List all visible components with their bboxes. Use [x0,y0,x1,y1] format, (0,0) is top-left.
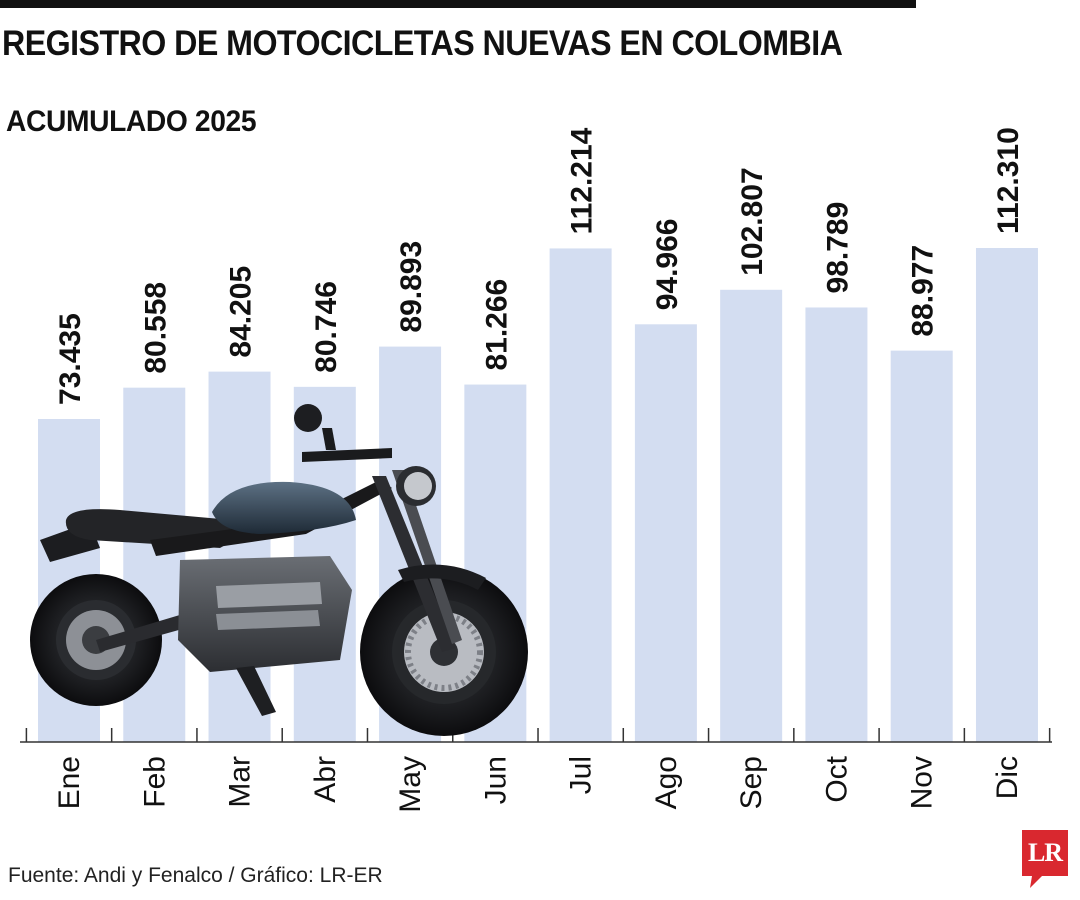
tick-label-sep: Sep [735,756,768,809]
value-label-feb: 80.558 [139,282,172,374]
lr-logo: LR [1022,830,1068,890]
value-label-mar: 84.205 [225,266,258,358]
bars-layer [38,248,1038,743]
top-rule [0,0,916,8]
tick-label-ago: Ago [650,756,683,809]
tick-label-may: May [394,756,427,813]
value-label-ene: 73.435 [54,313,87,405]
tick-label-jun: Jun [479,756,512,804]
tick-label-ene: Ene [53,756,86,809]
value-label-jun: 81.266 [480,279,513,371]
value-label-sep: 102.807 [736,167,769,275]
value-label-may: 89.893 [395,241,428,333]
value-label-abr: 80.746 [310,281,343,373]
motorcycle-illustration [30,404,528,736]
bar-sep [720,289,783,742]
chart-subtitle: ACUMULADO 2025 [6,105,257,138]
bar-dic [975,248,1038,742]
value-label-jul: 112.214 [566,127,599,234]
tick-label-mar: Mar [224,756,257,808]
tick-label-dic: Dic [991,756,1024,799]
tick-label-jul: Jul [565,756,598,794]
bar-ago [634,324,697,742]
tick-label-abr: Abr [309,756,342,803]
tick-label-feb: Feb [138,756,171,808]
value-label-oct: 98.789 [821,202,854,294]
value-labels: 73.435 80.558 84.205 80.746 89.893 81.266 112.… [54,127,1025,405]
bar-oct [805,307,868,742]
lr-logo-text: LR [1027,838,1063,867]
bar-jul [549,248,612,743]
value-label-nov: 88.977 [907,245,940,337]
value-label-ago: 94.966 [651,219,684,311]
category-labels: Ene Feb Mar Abr May Jun Jul Ago Sep Oct Nov Dic [53,755,1024,812]
value-label-dic: 112.310 [992,127,1025,234]
chart-title: REGISTRO DE MOTOCICLETAS NUEVAS EN COLOM… [2,24,843,63]
source-note: Fuente: Andi y Fenalco / Gráfico: LR-ER [8,864,383,887]
bar-nov [890,350,953,742]
tick-label-nov: Nov [906,756,939,809]
tick-label-oct: Oct [820,755,853,802]
